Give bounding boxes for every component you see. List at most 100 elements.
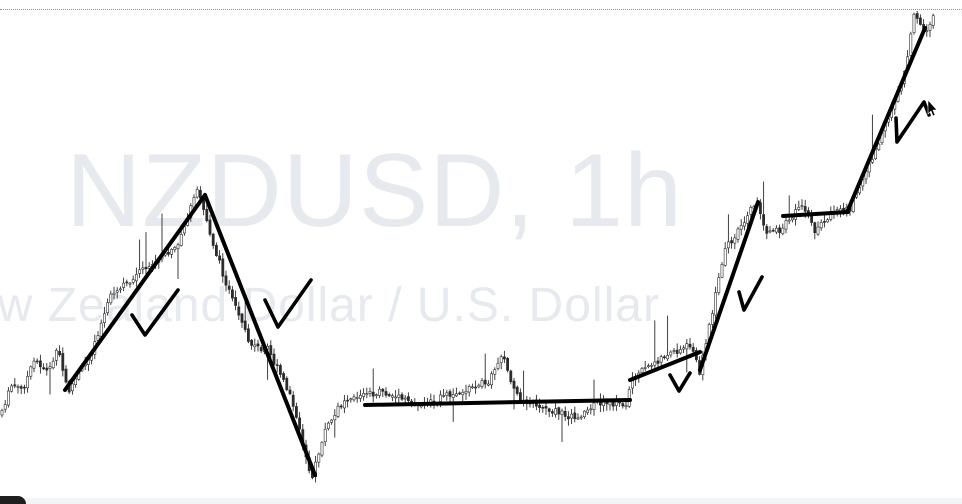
candle-body	[685, 343, 689, 350]
candle-body	[787, 219, 791, 222]
candle-body	[547, 408, 551, 412]
candle-body	[192, 197, 196, 208]
candle-body	[64, 368, 68, 383]
candle-body	[218, 255, 222, 261]
candle-body	[259, 347, 263, 352]
candle-body	[672, 350, 676, 352]
candle-body	[247, 328, 250, 342]
candle-body	[99, 322, 103, 337]
candle-body	[394, 396, 398, 399]
candle-body	[167, 251, 170, 255]
candle-body	[234, 297, 238, 306]
candle-body	[205, 209, 209, 222]
candle-body	[778, 227, 782, 233]
candle-body	[109, 293, 113, 304]
candle-body	[733, 237, 737, 244]
candle-body	[173, 247, 177, 250]
candle-body	[330, 419, 334, 423]
watermark-description: ew Zealand Dollar / U.S. Dollar	[0, 279, 660, 332]
candle-body	[826, 219, 830, 223]
candle-body	[499, 356, 503, 363]
candle-body	[285, 377, 289, 391]
candle-body	[54, 349, 58, 361]
candle-body	[643, 367, 647, 369]
trendline-drawing[interactable]	[781, 210, 850, 218]
candle-body	[362, 393, 366, 397]
candle-body	[368, 391, 372, 394]
candle-body	[909, 33, 913, 56]
candle-body	[682, 347, 686, 350]
candle-body	[454, 393, 458, 397]
candle-body	[784, 220, 788, 230]
candle-body	[502, 356, 506, 360]
candle-body	[26, 376, 30, 389]
candle-body	[496, 362, 500, 369]
candle-body	[931, 15, 935, 26]
candle-body	[710, 313, 714, 325]
trendline-drawing[interactable]	[628, 350, 702, 382]
candle-body	[253, 344, 257, 348]
trendline-drawing[interactable]	[698, 200, 760, 372]
candle-body	[458, 392, 462, 395]
candle-body	[659, 356, 663, 363]
candle-body	[403, 397, 407, 400]
checkmark-drawing[interactable]	[894, 100, 931, 144]
checkmark-drawing[interactable]	[263, 278, 313, 329]
candle-body	[675, 349, 679, 354]
candle-body	[781, 227, 785, 235]
candle-body	[541, 406, 545, 409]
candle-body	[179, 234, 183, 246]
trendline-drawing[interactable]	[846, 26, 927, 212]
candle-body	[19, 386, 23, 389]
trendline-drawing[interactable]	[63, 193, 207, 392]
candle-body	[291, 394, 295, 407]
candle-body	[640, 368, 644, 373]
trendline-drawing[interactable]	[363, 398, 632, 407]
candle-body	[768, 230, 772, 233]
candle-body	[650, 365, 654, 367]
candle-body	[560, 410, 564, 415]
candle-body	[390, 395, 394, 398]
candle-body	[358, 395, 362, 399]
candle-body	[554, 408, 558, 415]
candle-body	[45, 367, 49, 371]
candle-body	[474, 386, 478, 389]
candle-body	[211, 233, 215, 246]
checkmark-drawing[interactable]	[737, 275, 764, 312]
checkmark-drawing[interactable]	[668, 371, 692, 393]
candle-body	[131, 279, 135, 283]
candle-body	[544, 406, 548, 409]
candle-body	[797, 207, 801, 210]
candle-body	[477, 384, 481, 388]
candle-body	[726, 241, 730, 249]
candle-body	[790, 217, 794, 221]
annotations-group[interactable]	[63, 26, 931, 477]
candle-body	[589, 408, 593, 411]
candle-body	[819, 222, 823, 229]
candle-body	[378, 388, 382, 396]
candle-body	[48, 366, 52, 369]
candle-body	[582, 410, 586, 418]
candle-body	[13, 384, 17, 387]
candle-body	[333, 415, 337, 421]
candle-body	[691, 346, 695, 352]
candle-body	[0, 410, 4, 416]
candle-body	[215, 244, 218, 256]
candle-body	[298, 417, 302, 430]
trendline-drawing[interactable]	[203, 193, 317, 477]
candle-body	[736, 228, 740, 240]
candle-body	[653, 361, 657, 366]
candle-body	[813, 222, 817, 234]
candle-body	[58, 350, 62, 356]
candle-body	[170, 248, 174, 255]
checkmark-drawing[interactable]	[130, 288, 180, 337]
candle-body	[506, 357, 510, 371]
candle-body	[115, 290, 119, 293]
corner-widget[interactable]	[0, 496, 26, 504]
watermark-symbol: NZDUSD, 1h	[66, 133, 683, 249]
candle-body	[3, 404, 7, 410]
candle-body	[342, 400, 346, 409]
candle-body	[195, 189, 199, 198]
